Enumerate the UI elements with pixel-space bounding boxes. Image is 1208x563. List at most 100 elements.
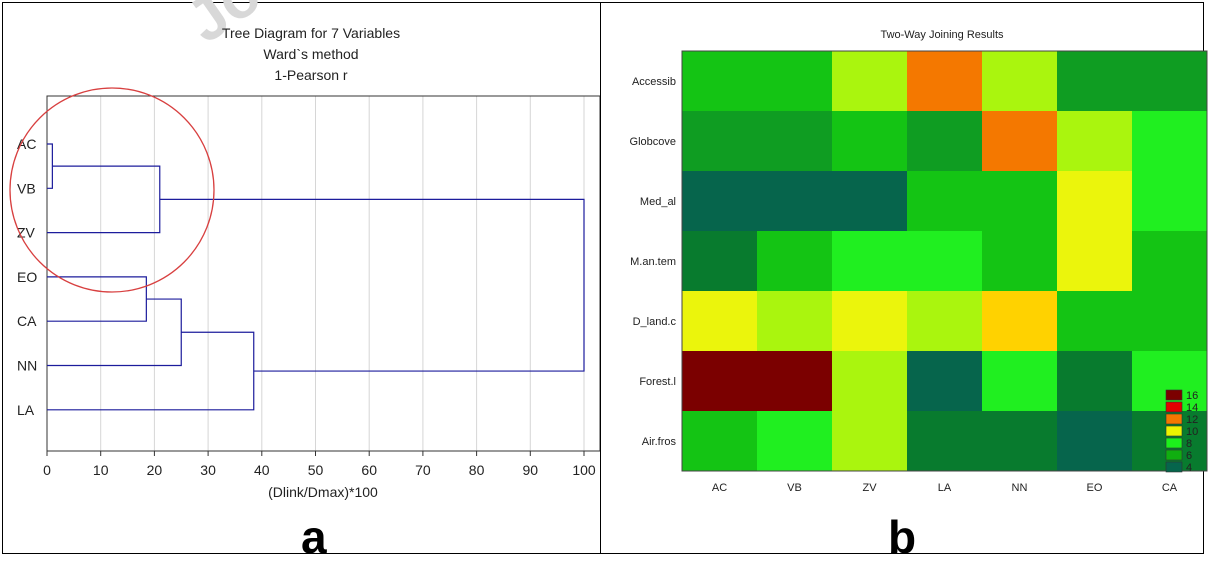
heatmap-cell xyxy=(832,111,908,172)
heatmap-cell xyxy=(1057,171,1133,232)
heatmap-cell xyxy=(907,51,983,112)
heatmap-cell xyxy=(907,111,983,172)
legend-swatch xyxy=(1165,437,1183,449)
heatmap-cell xyxy=(757,411,833,472)
x-tick-label: 90 xyxy=(523,462,539,478)
x-tick-label: 30 xyxy=(200,462,216,478)
x-tick-label: 70 xyxy=(415,462,431,478)
heatmap-cell xyxy=(982,351,1058,412)
heatmap-cell xyxy=(1132,231,1208,292)
dendrogram-chart: Jo Tree Diagram for 7 Variables Ward`s m… xyxy=(9,0,600,500)
heatmap-column-label: VB xyxy=(787,482,802,494)
heatmap-column-label: NN xyxy=(1012,482,1028,494)
heatmap-cell xyxy=(682,111,758,172)
heatmap-row-label: M.an.tem xyxy=(630,256,676,268)
leaf-label: EO xyxy=(17,269,37,285)
heatmap-cell xyxy=(1057,351,1133,412)
x-tick-label: 60 xyxy=(361,462,377,478)
leaf-label: NN xyxy=(17,358,37,374)
panel-label-a: a xyxy=(301,511,327,563)
heatmap-cell xyxy=(757,351,833,412)
dendrogram-link xyxy=(47,165,161,234)
heatmap-cell xyxy=(1057,111,1133,172)
dendrogram-links xyxy=(47,143,585,411)
heatmap-row-label: Air.fros xyxy=(642,436,677,448)
heatmap-cell xyxy=(832,291,908,352)
leaf-label: LA xyxy=(17,402,35,418)
heatmap-column-label: ZV xyxy=(862,482,877,494)
panel-divider xyxy=(600,2,601,554)
dendrogram-x-ticks: 0 10 20 30 40 50 60 70 80 90 100 xyxy=(43,451,596,478)
legend-swatch xyxy=(1165,449,1183,461)
legend-label: 8 xyxy=(1186,438,1192,450)
heatmap-cell xyxy=(1057,51,1133,112)
heatmap-cell xyxy=(757,231,833,292)
legend-swatch xyxy=(1165,461,1183,473)
x-tick-label: 50 xyxy=(308,462,324,478)
heatmap-cell xyxy=(1132,291,1208,352)
heatmap-cell xyxy=(757,171,833,232)
heatmap-cell xyxy=(1057,231,1133,292)
heatmap-cell xyxy=(757,51,833,112)
x-tick-label: 20 xyxy=(147,462,163,478)
dendrogram-subtitle-1: Ward`s method xyxy=(263,46,358,62)
heatmap-cell xyxy=(832,411,908,472)
heatmap-row-labels: Accessib Globcove Med_al M.an.tem D_land.c Fo… xyxy=(630,76,677,448)
heatmap-cell xyxy=(682,231,758,292)
heatmap-cell xyxy=(682,291,758,352)
heatmap-cell xyxy=(1132,51,1208,112)
heatmap-cell xyxy=(1132,171,1208,232)
heatmap-row-label: D_land.c xyxy=(633,316,677,328)
heatmap-cells xyxy=(682,51,1208,472)
dendrogram-link xyxy=(159,198,585,372)
heatmap-cell xyxy=(682,411,758,472)
heatmap-cell xyxy=(1057,411,1133,472)
legend-label: 14 xyxy=(1186,402,1198,414)
panel-label-b: b xyxy=(888,511,917,563)
x-tick-label: 100 xyxy=(572,462,596,478)
heatmap-cell xyxy=(682,51,758,112)
heatmap-column-label: AC xyxy=(712,482,727,494)
heatmap-row-label: Globcove xyxy=(630,136,676,148)
legend-label: 10 xyxy=(1186,426,1198,438)
legend-label: 4 xyxy=(1186,462,1192,474)
legend-swatch xyxy=(1165,401,1183,413)
heatmap-chart: Two-Way Joining Results Accessib Globcove… xyxy=(630,29,1208,494)
leaf-label: CA xyxy=(17,313,37,329)
heatmap-column-label: CA xyxy=(1162,482,1178,494)
heatmap-row-label: Forest.l xyxy=(639,376,676,388)
dendrogram-grid xyxy=(100,96,585,451)
heatmap-cell xyxy=(832,231,908,292)
dendrogram-x-axis-label: (Dlink/Dmax)*100 xyxy=(268,484,378,500)
legend-swatch xyxy=(1165,425,1183,437)
heatmap-cell xyxy=(907,171,983,232)
heatmap-cell xyxy=(907,351,983,412)
heatmap-cell xyxy=(982,111,1058,172)
heatmap-column-labels: AC VB ZV LA NN EO CA xyxy=(712,482,1178,494)
heatmap-cell xyxy=(982,171,1058,232)
leaf-label: AC xyxy=(17,136,36,152)
x-tick-label: 80 xyxy=(469,462,485,478)
dendrogram-subtitle-2: 1-Pearson r xyxy=(274,67,347,83)
dendrogram-title: Tree Diagram for 7 Variables xyxy=(222,25,400,41)
heatmap-cell xyxy=(682,351,758,412)
dendrogram-link xyxy=(47,331,255,411)
heatmap-row-label: Accessib xyxy=(632,76,676,88)
heatmap-cell xyxy=(982,411,1058,472)
heatmap-column-label: LA xyxy=(938,482,952,494)
legend-swatch xyxy=(1165,389,1183,401)
x-tick-label: 0 xyxy=(43,462,51,478)
heatmap-cell xyxy=(832,51,908,112)
legend-swatch xyxy=(1165,413,1183,425)
x-tick-label: 40 xyxy=(254,462,270,478)
heatmap-cell xyxy=(1057,291,1133,352)
heatmap-cell xyxy=(1132,111,1208,172)
heatmap-cell xyxy=(907,231,983,292)
heatmap-cell xyxy=(682,171,758,232)
x-tick-label: 10 xyxy=(93,462,109,478)
heatmap-border xyxy=(681,50,1208,472)
heatmap-cell xyxy=(982,231,1058,292)
heatmap-cell xyxy=(832,171,908,232)
